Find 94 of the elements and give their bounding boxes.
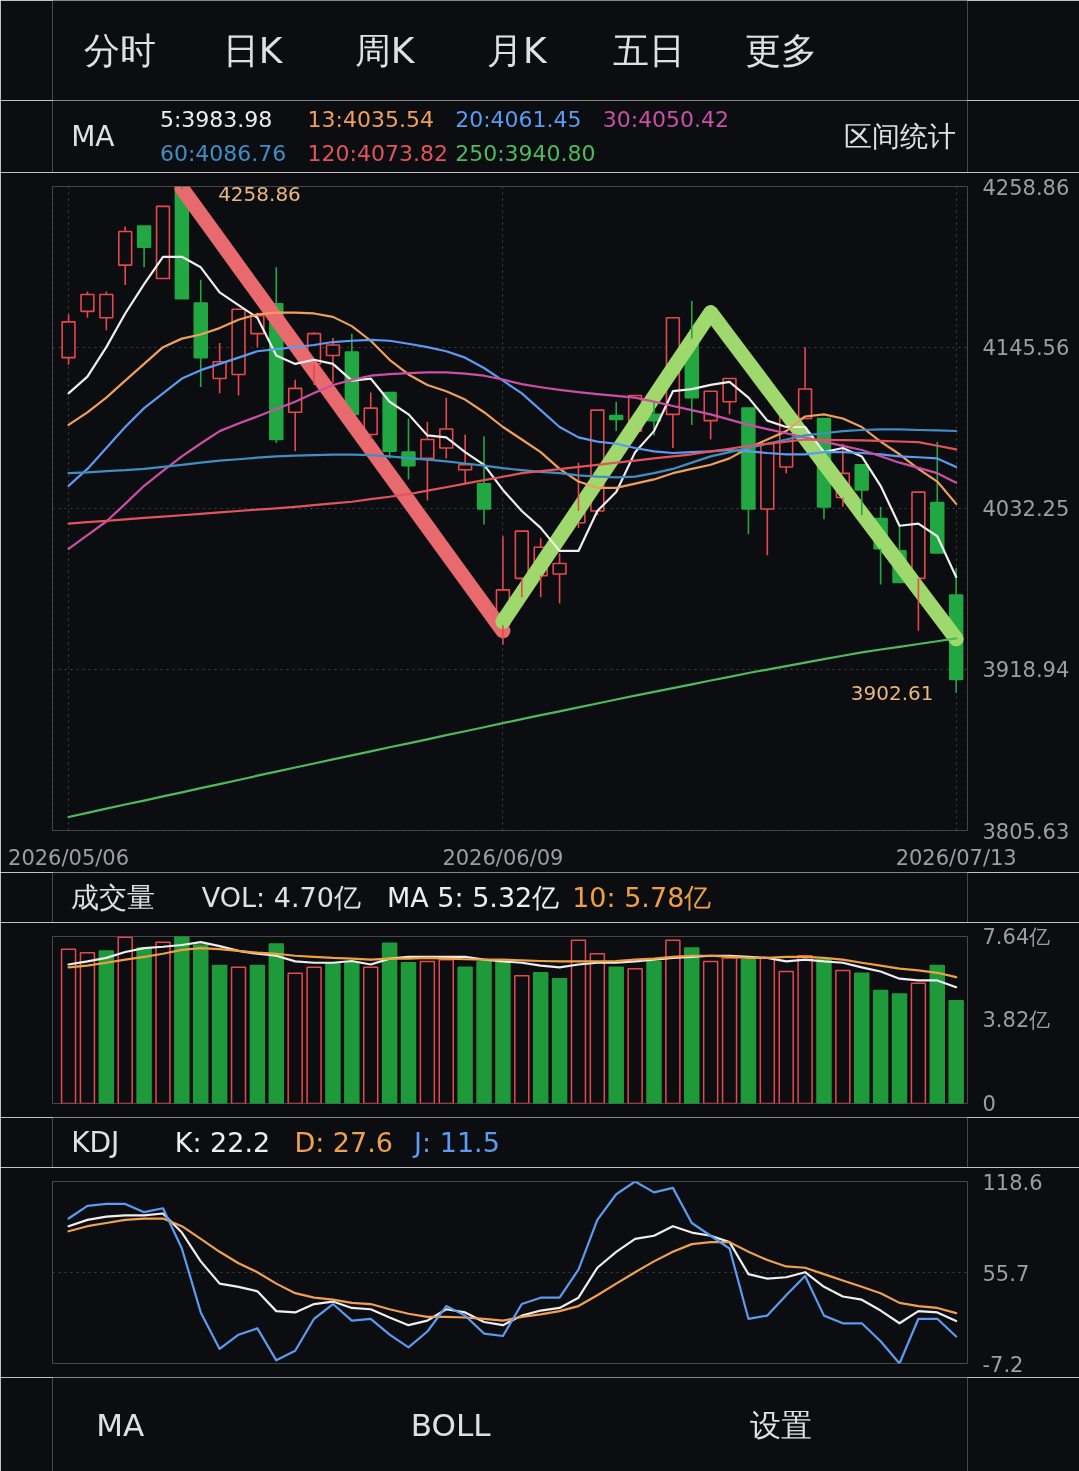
y-tick-label: 3805.63 (982, 819, 1070, 844)
y-tick-label: 3918.94 (982, 658, 1070, 683)
line-series (67, 438, 958, 525)
legend-title: 成交量 (71, 881, 156, 914)
line-series (67, 428, 958, 479)
candlestick (155, 205, 171, 280)
text: MA (96, 1406, 145, 1443)
candlestick (457, 433, 473, 485)
y-tick-label: -7.2 (982, 1352, 1024, 1377)
bar (608, 966, 624, 1104)
y-tick-label: 7.64亿 (982, 924, 1051, 949)
bar (929, 964, 946, 1104)
line-series (67, 637, 958, 819)
line-series (67, 311, 958, 505)
bar (249, 964, 266, 1104)
candlestick (760, 442, 775, 556)
text: 周K (354, 30, 416, 71)
x-tick-label: 2026/05/06 (8, 845, 130, 870)
candlestick (514, 530, 530, 599)
text: K: 22.2 (174, 1127, 271, 1158)
text: 5:3983.98 (159, 106, 273, 132)
text: 13:4035.54 (307, 106, 434, 132)
candlestick (117, 225, 133, 286)
bar (495, 960, 511, 1104)
y-tick-label: 4032.25 (982, 497, 1070, 522)
annotation: 3902.61 (850, 680, 934, 705)
bar (344, 961, 360, 1104)
bar (174, 936, 190, 1104)
bar (193, 944, 209, 1104)
candlestick (911, 491, 926, 632)
bar (325, 961, 341, 1104)
bar (891, 993, 908, 1104)
candlestick (363, 391, 378, 441)
bar (532, 972, 549, 1104)
bar (854, 972, 870, 1104)
text: BOLL (410, 1406, 492, 1443)
series-label: 10: 5.78亿 (572, 882, 712, 913)
bar (476, 960, 492, 1104)
line-series (67, 255, 958, 579)
text: 日K (222, 30, 284, 71)
bar (646, 960, 662, 1104)
legend-title: KDJ (71, 1126, 120, 1159)
bar (684, 947, 700, 1104)
bar (551, 977, 568, 1104)
text: 五日 (612, 30, 685, 71)
line-series (67, 946, 958, 979)
line-series (67, 941, 958, 989)
text: 60:4086.76 (159, 141, 287, 167)
bar (211, 964, 228, 1104)
text: 30:4050.42 (602, 106, 730, 132)
text: 月K (486, 30, 548, 71)
y-tick-label: 3.82亿 (982, 1008, 1051, 1032)
bar (136, 947, 152, 1104)
candlestick (193, 279, 208, 388)
line-series (67, 1181, 958, 1364)
y-tick-label: 55.7 (982, 1261, 1030, 1286)
candlestick (854, 464, 869, 517)
bar (268, 943, 285, 1104)
text: 更多 (744, 30, 817, 71)
bar (948, 1000, 964, 1104)
y-tick-label: 4145.56 (982, 336, 1070, 361)
line-series (67, 371, 958, 550)
candlestick (325, 337, 341, 384)
bar (381, 942, 398, 1104)
candlestick (136, 225, 152, 269)
text: 区间统计 (843, 120, 956, 153)
y-tick-label: 118.6 (982, 1170, 1043, 1195)
series-label: MA 5: 5.32亿 (386, 882, 560, 913)
x-tick-label: 2026/07/13 (895, 845, 1017, 870)
bar (98, 950, 115, 1104)
text: 250:3940.80 (455, 141, 596, 167)
text: 设置 (749, 1406, 812, 1443)
text: 120:4073.82 (307, 141, 448, 167)
bar (457, 966, 473, 1104)
bar (816, 958, 832, 1104)
text: D: 27.6 (294, 1127, 393, 1158)
text: 分时 (84, 30, 157, 71)
legend-title: MA (71, 120, 115, 153)
candlestick (231, 308, 246, 397)
candlestick (930, 440, 945, 554)
x-tick-label: 2026/06/09 (442, 845, 564, 870)
line-series (67, 338, 958, 487)
y-tick-label: 4258.86 (982, 175, 1070, 200)
bar (872, 989, 889, 1104)
text: VOL: 4.70亿 (201, 882, 361, 913)
y-tick-label: 0 (982, 1091, 996, 1116)
text: J: 11.5 (412, 1127, 500, 1158)
bar (400, 961, 417, 1104)
text: 20:4061.45 (455, 106, 582, 132)
candlestick (797, 346, 813, 420)
bar (740, 958, 757, 1104)
candlestick (741, 407, 756, 535)
candlestick (703, 390, 718, 441)
candlestick (476, 435, 492, 526)
